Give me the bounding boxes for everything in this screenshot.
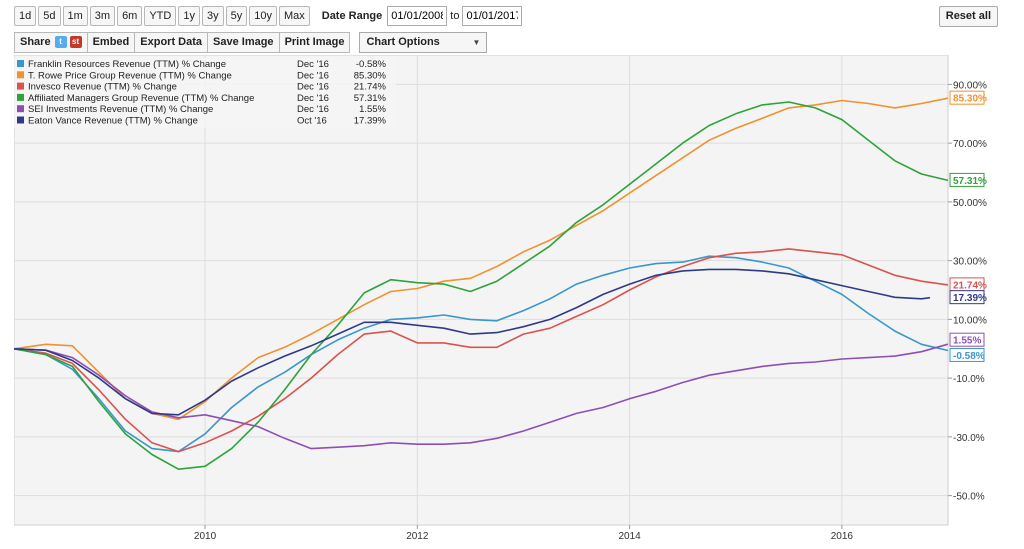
series-line-5[interactable] bbox=[14, 268, 931, 416]
legend-name-1[interactable]: T. Rowe Price Group Revenue (TTM) % Chan… bbox=[28, 70, 232, 81]
end-label-5: 17.39% bbox=[953, 293, 987, 304]
end-label-0: -0.58% bbox=[953, 351, 985, 362]
end-label-1: 85.30% bbox=[953, 94, 987, 105]
legend-date-0: Dec '16 bbox=[297, 59, 329, 70]
action-toolbar: Share t st Embed Export Data Save Image … bbox=[14, 31, 488, 53]
series-line-4[interactable] bbox=[14, 343, 949, 450]
legend-value-4: 1.55% bbox=[359, 104, 386, 115]
series-line-0[interactable] bbox=[14, 255, 949, 453]
print-image-button[interactable]: Print Image bbox=[278, 31, 351, 53]
save-image-button[interactable]: Save Image bbox=[207, 31, 280, 53]
plot-area bbox=[14, 55, 949, 526]
x-tick-label: 2012 bbox=[406, 531, 429, 542]
y-tick-label: 90.00% bbox=[953, 80, 987, 91]
chart-options-dropdown[interactable]: Chart Options ▼ bbox=[359, 31, 488, 53]
range-buttons: 1d 5d 1m 3m 6m YTD 1y 3y 5y 10y Max bbox=[14, 6, 312, 26]
end-label-3: 57.31% bbox=[953, 176, 987, 187]
range-button-ytd[interactable]: YTD bbox=[144, 6, 177, 26]
embed-button[interactable]: Embed bbox=[86, 31, 136, 53]
y-tick-label: 30.00% bbox=[953, 257, 987, 268]
legend-value-0: -0.58% bbox=[356, 59, 387, 70]
range-button-6m[interactable]: 6m bbox=[117, 6, 143, 26]
y-tick-label: -10.0% bbox=[953, 374, 985, 385]
range-button-max[interactable]: Max bbox=[278, 6, 310, 26]
range-button-10y[interactable]: 10y bbox=[249, 6, 277, 26]
legend-value-2: 21.74% bbox=[354, 82, 387, 93]
series-line-2[interactable] bbox=[14, 248, 949, 453]
series-line-3[interactable] bbox=[14, 101, 949, 471]
legend-swatch-5 bbox=[17, 116, 24, 124]
legend-swatch-1 bbox=[17, 71, 24, 79]
x-tick-label: 2016 bbox=[831, 531, 854, 542]
legend-swatch-4 bbox=[17, 105, 24, 113]
end-label-box-4 bbox=[949, 332, 985, 347]
legend-value-5: 17.39% bbox=[354, 116, 387, 127]
share-label: Share bbox=[20, 35, 51, 48]
date-range-label: Date Range bbox=[321, 10, 383, 22]
chart-options-label: Chart Options bbox=[366, 35, 440, 48]
share-button[interactable]: Share t st bbox=[14, 31, 88, 53]
legend-name-5[interactable]: Eaton Vance Revenue (TTM) % Change bbox=[28, 116, 198, 127]
reset-all-button[interactable]: Reset all bbox=[938, 6, 998, 27]
x-tick-label: 2010 bbox=[194, 531, 217, 542]
to-label: to bbox=[450, 10, 460, 22]
export-data-button[interactable]: Export Data bbox=[134, 31, 209, 53]
range-button-1y[interactable]: 1y bbox=[178, 6, 200, 26]
range-button-5d[interactable]: 5d bbox=[38, 6, 61, 26]
y-tick-label: 70.00% bbox=[953, 139, 987, 150]
end-label-box-1 bbox=[949, 90, 985, 105]
legend-swatch-0 bbox=[17, 60, 24, 67]
end-date-input[interactable] bbox=[462, 6, 523, 26]
start-date-input[interactable] bbox=[387, 6, 448, 26]
legend-date-2: Dec '16 bbox=[297, 82, 329, 93]
range-button-1m[interactable]: 1m bbox=[62, 6, 88, 26]
end-label-box-5 bbox=[949, 290, 985, 305]
chart-svg[interactable]: 90.00% 70.00% 50.00% 30.00% 10.00% -10.0% -30.… bbox=[14, 55, 1019, 549]
legend-name-2[interactable]: Invesco Revenue (TTM) % Change bbox=[28, 82, 177, 93]
legend-date-4: Dec '16 bbox=[297, 104, 329, 115]
series-line-1[interactable] bbox=[14, 97, 949, 421]
legend-box bbox=[14, 58, 396, 128]
chart-frame: 90.00% 70.00% 50.00% 30.00% 10.00% -10.0% -30.… bbox=[14, 55, 987, 542]
legend-name-3[interactable]: Affiliated Managers Group Revenue (TTM) … bbox=[28, 93, 254, 104]
end-label-box-3 bbox=[949, 172, 985, 187]
twitter-icon[interactable]: t bbox=[54, 36, 67, 48]
end-label-box-0 bbox=[949, 347, 985, 362]
end-label-4: 1.55% bbox=[953, 336, 981, 347]
legend-date-5: Oct '16 bbox=[297, 116, 327, 127]
legend-date-1: Dec '16 bbox=[297, 70, 329, 81]
legend-value-3: 57.31% bbox=[354, 93, 387, 104]
legend-name-0[interactable]: Franklin Resources Revenue (TTM) % Chang… bbox=[28, 59, 226, 70]
legend-swatch-2 bbox=[17, 82, 24, 90]
y-tick-label: 10.00% bbox=[953, 315, 987, 326]
y-tick-label: 50.00% bbox=[953, 198, 987, 209]
legend-value-1: 85.30% bbox=[354, 70, 387, 81]
chevron-down-icon: ▼ bbox=[472, 37, 481, 47]
range-button-3y[interactable]: 3y bbox=[201, 6, 224, 26]
y-tick-label: -30.0% bbox=[953, 433, 985, 444]
range-button-1d[interactable]: 1d bbox=[14, 6, 37, 26]
end-label-2: 21.74% bbox=[953, 280, 987, 291]
legend-swatch-3 bbox=[17, 93, 24, 101]
legend-date-3: Dec '16 bbox=[297, 93, 329, 104]
legend-name-4[interactable]: SEI Investments Revenue (TTM) % Change bbox=[28, 104, 213, 115]
stocktwits-icon[interactable]: st bbox=[69, 36, 82, 48]
range-button-5y[interactable]: 5y bbox=[225, 6, 248, 26]
x-tick-label: 2014 bbox=[618, 531, 641, 542]
y-tick-label: -50.0% bbox=[953, 492, 985, 503]
range-button-3m[interactable]: 3m bbox=[89, 6, 116, 26]
